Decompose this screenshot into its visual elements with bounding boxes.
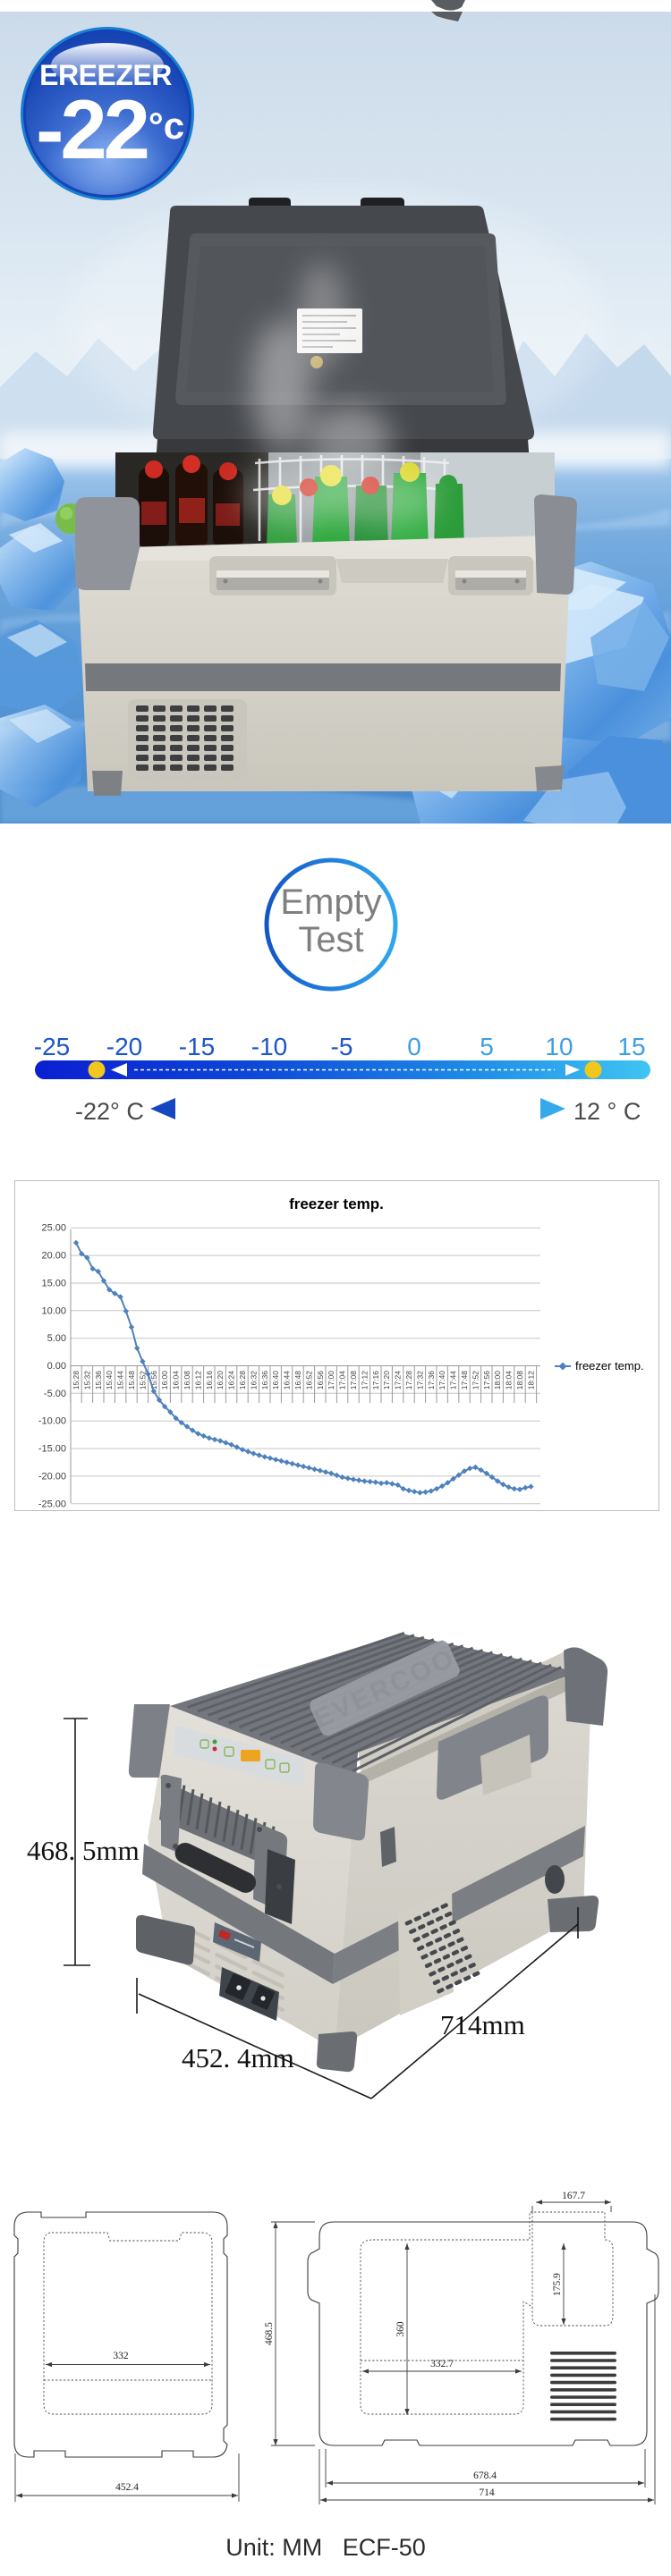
svg-text:16:56: 16:56 bbox=[316, 1371, 325, 1390]
svg-text:-22° C: -22° C bbox=[75, 1098, 144, 1125]
svg-text:15:52: 15:52 bbox=[138, 1371, 147, 1390]
svg-text:freezer temp.: freezer temp. bbox=[289, 1195, 384, 1212]
svg-text:5: 5 bbox=[480, 1033, 494, 1060]
svg-text:17:52: 17:52 bbox=[471, 1371, 480, 1390]
svg-text:Test: Test bbox=[298, 920, 363, 959]
svg-text:16:12: 16:12 bbox=[193, 1371, 202, 1390]
svg-text:18:08: 18:08 bbox=[515, 1371, 524, 1390]
svg-text:17:08: 17:08 bbox=[349, 1371, 358, 1390]
svg-text:17:36: 17:36 bbox=[427, 1371, 436, 1390]
svg-text:360: 360 bbox=[395, 2321, 406, 2337]
svg-text:-15.00: -15.00 bbox=[38, 1444, 66, 1455]
svg-text:16:40: 16:40 bbox=[271, 1371, 280, 1390]
svg-text:15: 15 bbox=[617, 1033, 645, 1060]
svg-text:-20.00: -20.00 bbox=[38, 1471, 66, 1482]
svg-text:16:04: 16:04 bbox=[172, 1371, 181, 1390]
svg-text:17:44: 17:44 bbox=[449, 1371, 458, 1390]
svg-text:-5.00: -5.00 bbox=[44, 1389, 66, 1399]
svg-text:°c: °c bbox=[149, 105, 184, 147]
svg-text:16:52: 16:52 bbox=[304, 1371, 313, 1390]
svg-text:-22: -22 bbox=[36, 82, 148, 176]
svg-text:714: 714 bbox=[479, 2487, 495, 2498]
svg-text:18:00: 18:00 bbox=[493, 1371, 502, 1390]
svg-text:468. 5mm: 468. 5mm bbox=[27, 1835, 140, 1866]
svg-text:16:24: 16:24 bbox=[227, 1371, 236, 1390]
svg-text:167.7: 167.7 bbox=[562, 2191, 585, 2201]
svg-text:17:16: 17:16 bbox=[371, 1371, 380, 1390]
svg-text:15:36: 15:36 bbox=[94, 1371, 103, 1390]
svg-text:-25: -25 bbox=[34, 1033, 70, 1060]
svg-text:15:28: 15:28 bbox=[72, 1371, 81, 1390]
svg-text:16:44: 16:44 bbox=[283, 1371, 292, 1390]
svg-text:16:28: 16:28 bbox=[238, 1371, 247, 1390]
svg-text:5.00: 5.00 bbox=[47, 1333, 66, 1344]
svg-text:15:56: 15:56 bbox=[149, 1371, 158, 1390]
svg-text:-10.00: -10.00 bbox=[38, 1416, 66, 1427]
svg-text:332.7: 332.7 bbox=[430, 2359, 454, 2369]
svg-text:332: 332 bbox=[113, 2351, 129, 2361]
svg-text:15:48: 15:48 bbox=[127, 1371, 136, 1390]
svg-text:17:12: 17:12 bbox=[360, 1371, 369, 1390]
svg-text:15:44: 15:44 bbox=[116, 1371, 125, 1390]
svg-text:452. 4mm: 452. 4mm bbox=[182, 2042, 294, 2073]
svg-text:468.5: 468.5 bbox=[264, 2322, 275, 2345]
svg-text:-20: -20 bbox=[106, 1033, 142, 1060]
svg-text:-25.00: -25.00 bbox=[38, 1499, 66, 1509]
svg-text:15.00: 15.00 bbox=[41, 1279, 66, 1289]
svg-text:10.00: 10.00 bbox=[41, 1305, 66, 1316]
svg-text:15:32: 15:32 bbox=[82, 1371, 91, 1390]
svg-text:16:08: 16:08 bbox=[183, 1371, 191, 1390]
svg-text:17:48: 17:48 bbox=[460, 1371, 469, 1390]
svg-text:-10: -10 bbox=[251, 1033, 287, 1060]
svg-text:18:12: 18:12 bbox=[526, 1371, 535, 1390]
svg-text:17:24: 17:24 bbox=[394, 1371, 403, 1390]
svg-text:freezer temp.: freezer temp. bbox=[575, 1359, 644, 1372]
svg-text:18:04: 18:04 bbox=[505, 1371, 514, 1390]
svg-text:-5: -5 bbox=[331, 1033, 353, 1060]
svg-text:17:32: 17:32 bbox=[415, 1371, 424, 1390]
svg-text:678.4: 678.4 bbox=[473, 2470, 497, 2481]
svg-text:17:04: 17:04 bbox=[338, 1371, 347, 1390]
svg-text:16:00: 16:00 bbox=[160, 1371, 169, 1390]
svg-text:714mm: 714mm bbox=[440, 2009, 525, 2040]
svg-text:16:36: 16:36 bbox=[260, 1371, 269, 1390]
svg-text:16:48: 16:48 bbox=[293, 1371, 302, 1390]
svg-text:Empty: Empty bbox=[280, 883, 381, 922]
svg-text:16:16: 16:16 bbox=[205, 1371, 214, 1390]
svg-text:17:56: 17:56 bbox=[482, 1371, 491, 1390]
svg-text:25.00: 25.00 bbox=[41, 1223, 66, 1234]
svg-text:17:00: 17:00 bbox=[327, 1371, 336, 1390]
svg-text:-15: -15 bbox=[179, 1033, 215, 1060]
svg-text:EREEZER: EREEZER bbox=[39, 59, 172, 91]
svg-text:20.00: 20.00 bbox=[41, 1251, 66, 1262]
svg-text:12 ° C: 12 ° C bbox=[573, 1098, 641, 1125]
svg-text:16:20: 16:20 bbox=[216, 1371, 225, 1390]
svg-text:10: 10 bbox=[545, 1033, 573, 1060]
svg-text:16:32: 16:32 bbox=[249, 1371, 258, 1390]
svg-text:452.4: 452.4 bbox=[115, 2482, 139, 2493]
svg-text:15:40: 15:40 bbox=[105, 1371, 114, 1390]
svg-text:17:20: 17:20 bbox=[382, 1371, 391, 1390]
svg-text:175.9: 175.9 bbox=[552, 2273, 563, 2296]
svg-text:17:28: 17:28 bbox=[404, 1371, 413, 1390]
svg-text:0: 0 bbox=[407, 1033, 421, 1060]
svg-text:0.00: 0.00 bbox=[47, 1361, 66, 1372]
svg-text:17:40: 17:40 bbox=[437, 1371, 446, 1390]
